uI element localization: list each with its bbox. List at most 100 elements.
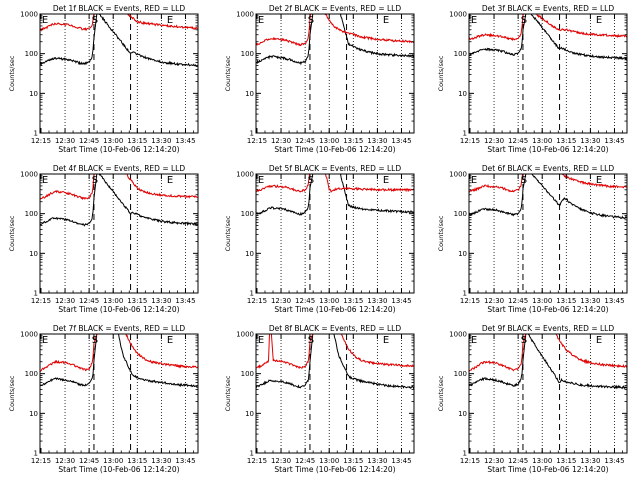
interval-marker-e: E bbox=[167, 175, 173, 186]
x-tick-label: 13:15 bbox=[343, 137, 363, 145]
x-tick-label: 13:45 bbox=[175, 137, 195, 145]
y-tick-label: 1000 bbox=[236, 331, 254, 339]
interval-marker-e-left: E bbox=[258, 335, 264, 346]
panel-title: Det 1f BLACK = Events, RED = LLD bbox=[53, 4, 186, 13]
interval-marker-s: S bbox=[308, 175, 314, 186]
interval-marker-e-left: E bbox=[258, 15, 264, 26]
x-tick-label: 13:45 bbox=[604, 137, 624, 145]
x-tick-label: 12:15 bbox=[31, 137, 51, 145]
x-tick-label: 12:15 bbox=[460, 457, 480, 465]
interval-marker-e: E bbox=[596, 335, 602, 346]
x-tick-label: 13:00 bbox=[319, 457, 339, 465]
interval-marker-e: E bbox=[596, 15, 602, 26]
series-lld-line bbox=[40, 174, 198, 201]
x-tick-label: 13:30 bbox=[367, 457, 387, 465]
x-axis-title: Start Time (10-Feb-06 12:14:20) bbox=[58, 305, 179, 314]
panel-title: Det 3f BLACK = Events, RED = LLD bbox=[482, 4, 615, 13]
x-tick-label: 13:15 bbox=[127, 297, 147, 305]
y-axis-title: Counts/sec bbox=[437, 375, 445, 411]
x-tick-label: 13:00 bbox=[532, 137, 552, 145]
interval-marker-e: E bbox=[596, 175, 602, 186]
x-tick-label: 12:30 bbox=[484, 137, 504, 145]
panel-title: Det 2f BLACK = Events, RED = LLD bbox=[269, 4, 402, 13]
x-tick-label: 13:15 bbox=[556, 297, 576, 305]
series-lld-line bbox=[256, 174, 414, 193]
interval-marker-e-left: E bbox=[42, 175, 48, 186]
x-tick-label: 12:30 bbox=[55, 457, 75, 465]
x-tick-label: 13:45 bbox=[391, 457, 411, 465]
y-tick-label: 1 bbox=[34, 450, 38, 458]
x-tick-label: 13:45 bbox=[604, 457, 624, 465]
panel-title: Det 8f BLACK = Events, RED = LLD bbox=[269, 324, 402, 333]
panel-data bbox=[40, 334, 198, 388]
y-axis-title: Counts/sec bbox=[224, 215, 232, 251]
y-tick-label: 10 bbox=[458, 250, 467, 258]
x-axis-title: Start Time (10-Feb-06 12:14:20) bbox=[58, 465, 179, 474]
series-lld-line bbox=[469, 174, 627, 193]
y-tick-label: 10 bbox=[245, 90, 254, 98]
x-axis-title: Start Time (10-Feb-06 12:14:20) bbox=[487, 145, 608, 154]
x-tick-label: 13:15 bbox=[343, 297, 363, 305]
x-tick-label: 12:45 bbox=[79, 297, 99, 305]
plot-frame bbox=[255, 173, 415, 294]
panel-data bbox=[256, 334, 414, 389]
x-tick-label: 12:45 bbox=[508, 137, 528, 145]
x-tick-label: 12:45 bbox=[295, 457, 315, 465]
series-lld-line bbox=[256, 334, 414, 370]
series-events-line bbox=[256, 174, 414, 216]
y-tick-label: 1 bbox=[463, 290, 467, 298]
interval-marker-s: S bbox=[521, 15, 527, 26]
interval-marker-e-left: E bbox=[471, 15, 477, 26]
y-tick-label: 100 bbox=[454, 210, 467, 218]
x-tick-label: 13:00 bbox=[103, 137, 123, 145]
plot-frame bbox=[255, 333, 415, 454]
y-tick-label: 1000 bbox=[449, 171, 467, 179]
y-axis-title: Counts/sec bbox=[8, 55, 16, 91]
x-axis-title: Start Time (10-Feb-06 12:14:20) bbox=[487, 465, 608, 474]
detector-panel-5: Det 5f BLACK = Events, RED = LLD 1 10 100 10… bbox=[224, 164, 415, 314]
x-tick-label: 12:30 bbox=[484, 457, 504, 465]
y-tick-label: 1000 bbox=[236, 11, 254, 19]
detector-panel-9: Det 9f BLACK = Events, RED = LLD 1 10 100 10… bbox=[437, 324, 628, 474]
y-tick-label: 10 bbox=[29, 250, 38, 258]
x-tick-label: 13:00 bbox=[532, 457, 552, 465]
x-tick-label: 12:30 bbox=[484, 297, 504, 305]
x-tick-label: 12:15 bbox=[460, 137, 480, 145]
x-tick-label: 13:30 bbox=[151, 457, 171, 465]
plot-frame bbox=[39, 173, 199, 294]
y-tick-label: 1000 bbox=[449, 11, 467, 19]
panel-data bbox=[40, 14, 198, 68]
detector-panel-3: Det 3f BLACK = Events, RED = LLD 1 10 100 10… bbox=[437, 4, 628, 154]
x-tick-label: 13:15 bbox=[127, 457, 147, 465]
y-tick-label: 10 bbox=[29, 90, 38, 98]
y-tick-label: 100 bbox=[454, 50, 467, 58]
interval-marker-e-left: E bbox=[42, 15, 48, 26]
panel-title: Det 5f BLACK = Events, RED = LLD bbox=[269, 164, 402, 173]
interval-marker-e-left: E bbox=[258, 175, 264, 186]
plot-frame bbox=[468, 173, 628, 294]
detector-panel-6: Det 6f BLACK = Events, RED = LLD 1 10 100 10… bbox=[437, 164, 628, 314]
x-axis-title: Start Time (10-Feb-06 12:14:20) bbox=[274, 305, 395, 314]
panel-data bbox=[256, 14, 414, 66]
x-tick-label: 13:00 bbox=[103, 297, 123, 305]
plot-frame bbox=[39, 333, 199, 454]
series-events-line bbox=[256, 14, 414, 66]
y-tick-label: 10 bbox=[245, 410, 254, 418]
x-tick-label: 13:45 bbox=[391, 297, 411, 305]
interval-marker-s: S bbox=[308, 335, 314, 346]
x-tick-label: 13:00 bbox=[532, 297, 552, 305]
series-lld-line bbox=[40, 14, 198, 32]
y-tick-label: 100 bbox=[25, 210, 38, 218]
x-axis-title: Start Time (10-Feb-06 12:14:20) bbox=[274, 465, 395, 474]
x-tick-label: 13:00 bbox=[319, 137, 339, 145]
x-tick-label: 12:15 bbox=[460, 297, 480, 305]
series-events-line bbox=[40, 174, 198, 227]
x-tick-label: 12:30 bbox=[271, 457, 291, 465]
interval-marker-e-left: E bbox=[471, 335, 477, 346]
x-tick-label: 12:30 bbox=[55, 137, 75, 145]
y-axis-title: Counts/sec bbox=[8, 375, 16, 411]
y-tick-label: 1000 bbox=[20, 11, 38, 19]
x-tick-label: 13:45 bbox=[175, 457, 195, 465]
series-lld-line bbox=[256, 14, 414, 47]
y-tick-label: 1 bbox=[34, 130, 38, 138]
